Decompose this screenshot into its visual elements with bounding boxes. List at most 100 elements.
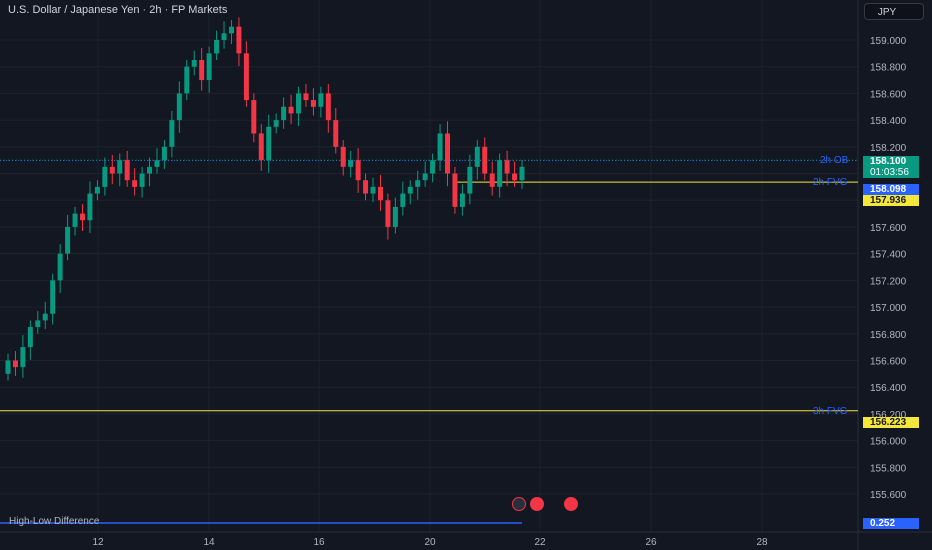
candle-body — [340, 146, 346, 167]
candle-body — [147, 166, 153, 174]
candle-body — [12, 360, 18, 368]
x-tick-label: 12 — [92, 537, 104, 548]
fvg3-level-label: 3h FVG — [813, 406, 848, 417]
candle-body — [482, 146, 488, 174]
candle-body — [102, 166, 108, 187]
y-tick-label: 156.600 — [870, 356, 907, 367]
currency-button[interactable]: JPY — [864, 3, 924, 20]
y-tick-label: 157.000 — [870, 303, 907, 314]
candle-body — [303, 93, 309, 101]
candle-body — [355, 160, 361, 181]
indicator-name[interactable]: High-Low Difference — [9, 516, 100, 527]
candle-body — [489, 173, 495, 187]
lightning-event-icon[interactable] — [512, 497, 526, 511]
candle-body — [191, 60, 197, 67]
fvg-price-tag: 157.936 — [863, 195, 919, 206]
candle-body — [296, 93, 302, 114]
candle-body — [35, 320, 41, 328]
ob-price-tag: 158.098 — [863, 184, 919, 195]
title-separator: · — [164, 4, 169, 16]
y-tick-label: 157.200 — [870, 276, 907, 287]
candle-body — [214, 40, 220, 54]
symbol-name[interactable]: U.S. Dollar / Japanese Yen — [8, 4, 140, 16]
y-tick-label: 158.800 — [870, 63, 907, 74]
candle-body — [124, 160, 130, 181]
candle-body — [87, 193, 93, 221]
candle-body — [5, 360, 11, 374]
candle-body — [377, 186, 383, 201]
candle-body — [42, 313, 48, 321]
candle-body — [392, 206, 398, 227]
candle-body — [519, 166, 525, 181]
candle-body — [504, 160, 510, 174]
candle-body — [65, 226, 71, 254]
y-tick-label: 157.600 — [870, 223, 907, 234]
last-price-tag: 158.100 01:03:56 — [863, 156, 919, 178]
candle-body — [363, 180, 369, 194]
candle-body — [161, 146, 167, 161]
candle-body — [132, 180, 138, 187]
candle-body — [79, 213, 85, 221]
candle-body — [20, 347, 26, 368]
y-tick-label: 158.200 — [870, 143, 907, 154]
candle-body — [50, 280, 56, 314]
y-tick-label: 156.800 — [870, 330, 907, 341]
y-tick-label: 158.600 — [870, 89, 907, 100]
x-tick-label: 22 — [534, 537, 546, 548]
us-flag-event-icon[interactable] — [564, 497, 578, 511]
y-tick-label: 156.400 — [870, 383, 907, 394]
candle-body — [385, 200, 391, 227]
flag-event-icon[interactable] — [530, 497, 544, 511]
x-tick-label: 16 — [313, 537, 325, 548]
indicator-value-tag: 0.252 — [863, 518, 919, 529]
candle-body — [176, 93, 182, 121]
candle-body — [72, 213, 78, 227]
candle-body — [251, 100, 257, 134]
ob-level-label: 2h OB — [820, 155, 849, 166]
candle-body — [281, 106, 287, 121]
candle-body — [199, 60, 205, 81]
candle-body — [258, 133, 264, 161]
y-tick-label: 156.000 — [870, 437, 907, 448]
candle-body — [437, 133, 443, 161]
candle-body — [452, 173, 458, 207]
x-tick-label: 28 — [756, 537, 768, 548]
candle-body — [117, 160, 123, 174]
candle-body — [370, 186, 376, 194]
candle-body — [206, 53, 212, 81]
chart-title: U.S. Dollar / Japanese Yen · 2h · FP Mar… — [8, 4, 227, 16]
candle-body — [169, 120, 175, 147]
candle-body — [184, 66, 190, 94]
y-tick-label: 159.000 — [870, 36, 907, 47]
bar-countdown: 01:03:56 — [870, 167, 909, 178]
x-tick-label: 26 — [645, 537, 657, 548]
candle-body — [400, 193, 406, 207]
candle-body — [94, 186, 100, 194]
fvg-level-label: 2h FVG — [813, 177, 848, 188]
candle-body — [430, 160, 436, 174]
broker-name: FP Markets — [171, 4, 228, 16]
candle-body — [221, 33, 227, 40]
candle-body — [497, 160, 503, 187]
candle-body — [288, 106, 294, 114]
title-separator: · — [142, 4, 147, 16]
candle-body — [415, 180, 421, 187]
candle-body — [348, 160, 354, 167]
candle-body — [512, 173, 518, 181]
timeframe-label[interactable]: 2h — [149, 4, 162, 16]
candle-body — [57, 253, 63, 281]
candle-body — [318, 93, 324, 107]
fvg3-price-tag: 156.223 — [863, 417, 919, 428]
y-tick-label: 157.400 — [870, 250, 907, 261]
x-tick-label: 20 — [424, 537, 436, 548]
x-tick-label: 14 — [203, 537, 215, 548]
candle-body — [273, 120, 279, 127]
last-price-value: 158.100 — [870, 156, 907, 167]
candle-body — [109, 166, 115, 174]
candle-body — [474, 146, 480, 167]
candle-body — [139, 173, 145, 187]
candle-body — [236, 26, 242, 54]
candle-body — [422, 173, 428, 181]
candle-body — [266, 126, 272, 161]
